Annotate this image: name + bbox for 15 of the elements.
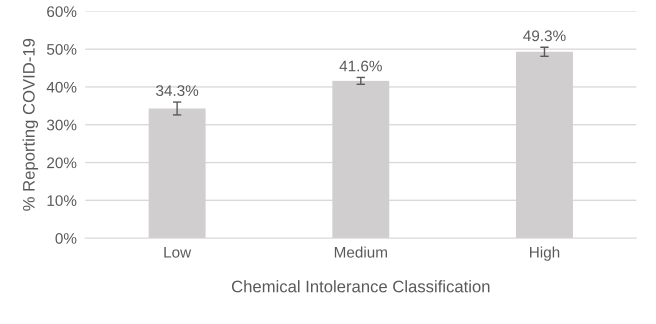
y-tick-label: 30% bbox=[46, 120, 76, 130]
y-tick-label: 50% bbox=[46, 44, 76, 55]
y-tick-label: 10% bbox=[48, 195, 76, 206]
y-tick-label: 40% bbox=[46, 82, 76, 93]
y-tick-label: 20% bbox=[47, 157, 76, 168]
x-axis-title: Chemical Intolerance Classification bbox=[232, 280, 490, 292]
y-tick-label: 60% bbox=[47, 6, 76, 18]
data-label: 49.3% bbox=[523, 30, 566, 42]
data-label: 34.3% bbox=[156, 85, 198, 96]
data-label: 41.6% bbox=[339, 60, 382, 72]
x-tick-label: Low bbox=[164, 247, 192, 258]
x-tick-label: High bbox=[530, 246, 560, 261]
y-tick-label: 0% bbox=[55, 233, 76, 244]
y-axis-title: % Reporting COVID-19 bbox=[22, 38, 38, 211]
x-tick-label: Medium bbox=[334, 246, 387, 258]
